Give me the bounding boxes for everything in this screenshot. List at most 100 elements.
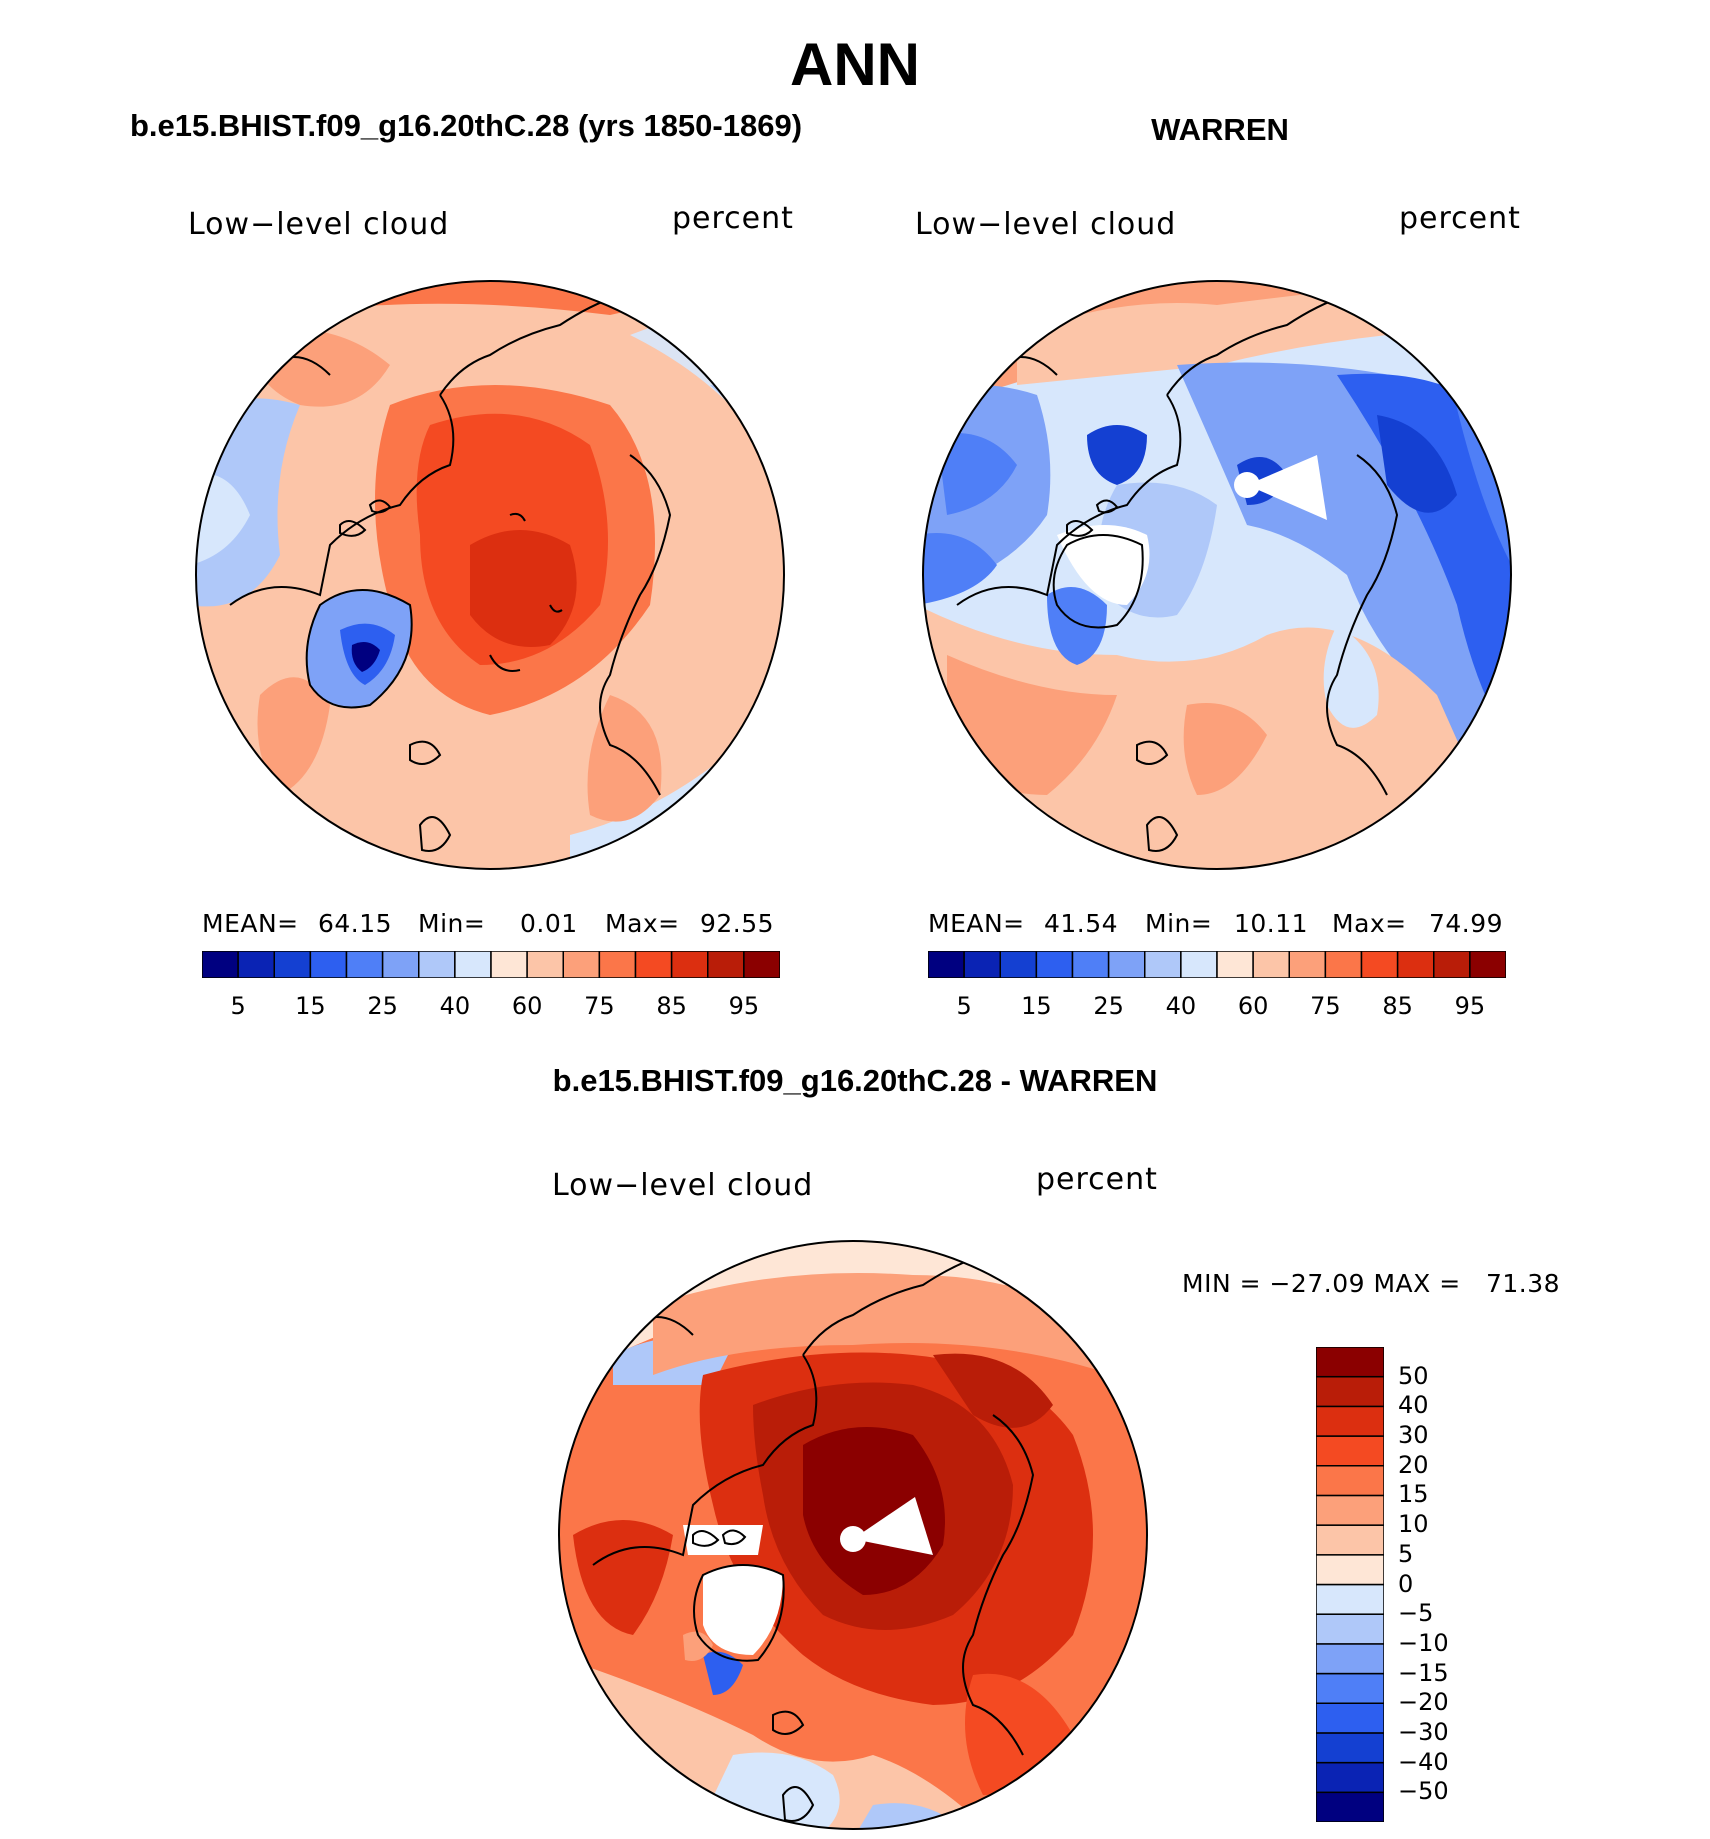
diff-colorbar-ticks: 50 40 30 20 15 10 5 0 −5 −10 −15 −20 −30 −40 −50: [1398, 1347, 1498, 1822]
colorbar-tick-label: 10: [1398, 1510, 1429, 1539]
colorbar-swatch: [598, 950, 637, 979]
colorbar-swatch: [707, 950, 745, 979]
colorbar-swatch: [562, 950, 601, 979]
left-polar-map: [195, 280, 785, 870]
colorbar-swatch: [963, 950, 1001, 979]
right-max-value: 74.99: [1429, 909, 1504, 938]
left-colorbar: [201, 950, 781, 979]
colorbar-swatch: [490, 950, 528, 979]
colorbar-tick-label: 30: [1398, 1421, 1429, 1450]
figure-title: ANN: [790, 31, 920, 98]
left-colorbar-ticks: 5 15 25 40 60 75 85 95: [202, 992, 780, 1022]
colorbar-tick-label: 15: [295, 992, 326, 1020]
colorbar-swatch: [1315, 1554, 1385, 1586]
colorbar-swatch: [1315, 1761, 1385, 1794]
colorbar-swatch: [1035, 950, 1074, 979]
colorbar-tick-label: −20: [1398, 1688, 1449, 1717]
colorbar-tick-label: 95: [1454, 992, 1486, 1020]
right-mean-label: MEAN=: [928, 909, 1025, 938]
colorbar-swatch: [526, 950, 564, 979]
colorbar-swatch: [999, 950, 1038, 979]
colorbar-swatch: [1216, 950, 1254, 979]
colorbar-swatch: [1315, 1346, 1385, 1378]
colorbar-swatch: [309, 950, 348, 979]
colorbar-tick-label: 50: [1398, 1361, 1429, 1390]
right-variable-label: Low−level cloud: [915, 207, 1177, 242]
colorbar-tick-label: 95: [728, 992, 760, 1020]
colorbar-tick-label: 20: [1398, 1450, 1429, 1479]
colorbar-swatch: [1315, 1702, 1385, 1734]
colorbar-tick-label: −40: [1398, 1747, 1449, 1776]
colorbar-swatch: [927, 950, 965, 979]
diff-polar-map: [558, 1240, 1148, 1830]
colorbar-swatch: [201, 950, 239, 979]
colorbar-tick-label: 15: [1398, 1480, 1429, 1509]
colorbar-swatch: [1288, 950, 1327, 979]
right-panel-title: WARREN: [1151, 112, 1289, 147]
colorbar-tick-label: −5: [1398, 1599, 1434, 1628]
colorbar-swatch: [1315, 1672, 1385, 1704]
colorbar-swatch: [1360, 950, 1399, 979]
colorbar-swatch: [454, 950, 492, 979]
colorbar-tick-label: 40: [1165, 992, 1197, 1020]
colorbar-swatch: [1315, 1494, 1385, 1526]
colorbar-swatch: [1071, 950, 1110, 979]
colorbar-tick-label: 85: [656, 992, 687, 1020]
colorbar-swatch: [1433, 950, 1471, 979]
colorbar-tick-label: −30: [1398, 1717, 1449, 1746]
right-min-label: Min=: [1145, 909, 1213, 938]
diff-panel-title: b.e15.BHIST.f09_g16.20thC.28 - WARREN: [552, 1063, 1158, 1098]
colorbar-tick-label: −15: [1398, 1658, 1449, 1687]
colorbar-swatch: [1315, 1524, 1385, 1556]
colorbar-swatch: [1396, 950, 1435, 979]
right-colorbar-ticks: 5 15 25 40 60 75 85 95: [928, 992, 1506, 1022]
colorbar-swatch: [1107, 950, 1146, 979]
left-min-value: 0.01: [520, 909, 578, 938]
colorbar-tick-label: 60: [511, 992, 543, 1020]
colorbar-tick-label: 5: [956, 992, 972, 1020]
left-mean-value: 64.15: [318, 909, 393, 938]
colorbar-swatch: [237, 950, 275, 979]
colorbar-tick-label: 5: [230, 992, 246, 1020]
colorbar-tick-label: 25: [1093, 992, 1124, 1020]
colorbar-swatch: [1315, 1613, 1385, 1645]
right-units-label: percent: [1399, 201, 1521, 236]
left-mean-label: MEAN=: [202, 909, 299, 938]
colorbar-swatch: [1469, 950, 1507, 979]
left-max-label: Max=: [605, 909, 680, 938]
colorbar-swatch: [1315, 1583, 1385, 1615]
right-min-value: 10.11: [1234, 909, 1309, 938]
colorbar-tick-label: 75: [584, 992, 615, 1020]
colorbar-tick-label: 25: [367, 992, 398, 1020]
colorbar-swatch: [1315, 1375, 1385, 1408]
colorbar-swatch: [273, 950, 312, 979]
colorbar-swatch: [1315, 1732, 1385, 1764]
left-units-label: percent: [672, 201, 794, 236]
diff-variable-label: Low−level cloud: [552, 1168, 814, 1203]
right-colorbar: [927, 950, 1507, 979]
colorbar-swatch: [1315, 1465, 1385, 1497]
colorbar-swatch: [1315, 1435, 1385, 1467]
colorbar-swatch: [1144, 950, 1182, 979]
diff-units-label: percent: [1036, 1162, 1158, 1197]
colorbar-swatch: [1315, 1405, 1385, 1437]
left-variable-label: Low−level cloud: [188, 207, 450, 242]
colorbar-swatch: [743, 950, 781, 979]
colorbar-tick-label: −10: [1398, 1628, 1449, 1657]
right-polar-map: [922, 280, 1512, 870]
colorbar-swatch: [345, 950, 384, 979]
colorbar-swatch: [634, 950, 673, 979]
colorbar-tick-label: 5: [1398, 1539, 1414, 1568]
colorbar-swatch: [1315, 1643, 1385, 1675]
left-min-label: Min=: [418, 909, 486, 938]
colorbar-tick-label: 40: [1398, 1391, 1429, 1420]
right-mean-value: 41.54: [1044, 909, 1119, 938]
colorbar-tick-label: 40: [439, 992, 471, 1020]
colorbar-swatch: [1252, 950, 1290, 979]
colorbar-tick-label: −50: [1398, 1777, 1449, 1806]
right-max-label: Max=: [1332, 909, 1407, 938]
left-max-value: 92.55: [700, 909, 775, 938]
diff-minmax-text: MIN = −27.09 MAX = 71.38: [1182, 1269, 1561, 1298]
colorbar-swatch: [418, 950, 456, 979]
colorbar-swatch: [1324, 950, 1363, 979]
